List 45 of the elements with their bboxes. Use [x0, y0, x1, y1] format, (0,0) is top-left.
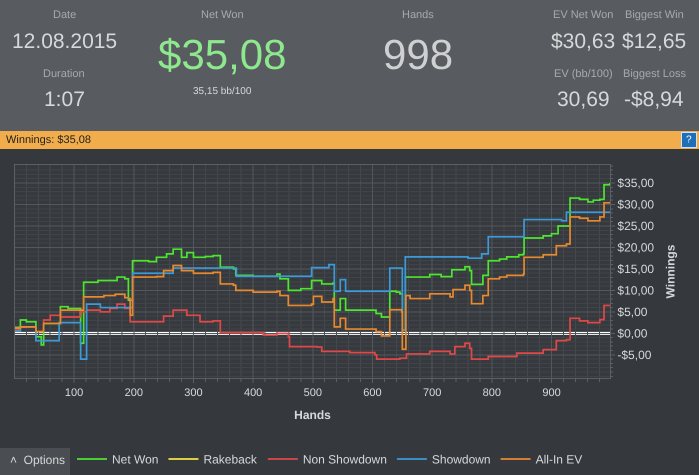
text: -$8,94 — [624, 88, 684, 111]
text: Hands — [402, 9, 434, 21]
text: EV Net Won — [553, 9, 614, 21]
x-tick-label: 900 — [542, 387, 561, 400]
text: 30,69 — [557, 88, 610, 111]
legend-label: All-In EV — [536, 452, 582, 467]
y-axis-title: Winnings — [663, 244, 678, 298]
text: Biggest Win — [625, 9, 684, 21]
text: $12,65 — [622, 30, 686, 53]
text: Date — [53, 9, 76, 21]
text: $30,63 — [551, 30, 616, 53]
x-axis-title: Hands — [294, 408, 332, 422]
text: 35,15 bb/100 — [193, 86, 252, 97]
y-tick-label: $0,00 — [617, 326, 648, 341]
x-tick-label: 800 — [482, 387, 502, 400]
text: EV (bb/100) — [554, 68, 613, 80]
legend-label: Showdown — [432, 452, 491, 467]
text: ˄ Options — [10, 453, 66, 467]
legend-label: Non Showdown — [302, 452, 387, 467]
chart-title: Winnings: $35,08 — [6, 134, 91, 146]
x-tick-label: 700 — [422, 387, 442, 400]
x-tick-label: 500 — [304, 387, 322, 400]
legend-label: Net Won — [112, 452, 158, 467]
x-tick-label: 300 — [184, 387, 203, 400]
x-tick-label: 100 — [64, 387, 84, 400]
text: $35,08 — [158, 31, 286, 78]
y-tick-label: $15,00 — [617, 262, 654, 276]
text: Biggest Loss — [623, 68, 686, 80]
x-tick-label: 600 — [363, 387, 382, 400]
text: 12.08.2015 — [12, 30, 118, 53]
y-tick-label: $5,00 — [617, 305, 648, 320]
text: Net Won — [201, 9, 244, 21]
x-tick-label: 400 — [244, 387, 262, 400]
y-tick-label: -$5,00 — [617, 348, 652, 362]
x-tick-label: 200 — [124, 387, 143, 400]
text: 1:07 — [44, 88, 85, 111]
text: ? — [686, 134, 692, 146]
y-tick-label: $30,00 — [617, 198, 654, 212]
legend-label: Rakeback — [203, 452, 258, 467]
y-tick-label: $25,00 — [617, 219, 654, 234]
y-tick-label: $10,00 — [617, 284, 654, 298]
y-tick-label: $20,00 — [617, 240, 654, 255]
text: 998 — [383, 31, 454, 78]
text: Duration — [43, 68, 85, 80]
y-tick-label: $35,00 — [617, 176, 654, 190]
